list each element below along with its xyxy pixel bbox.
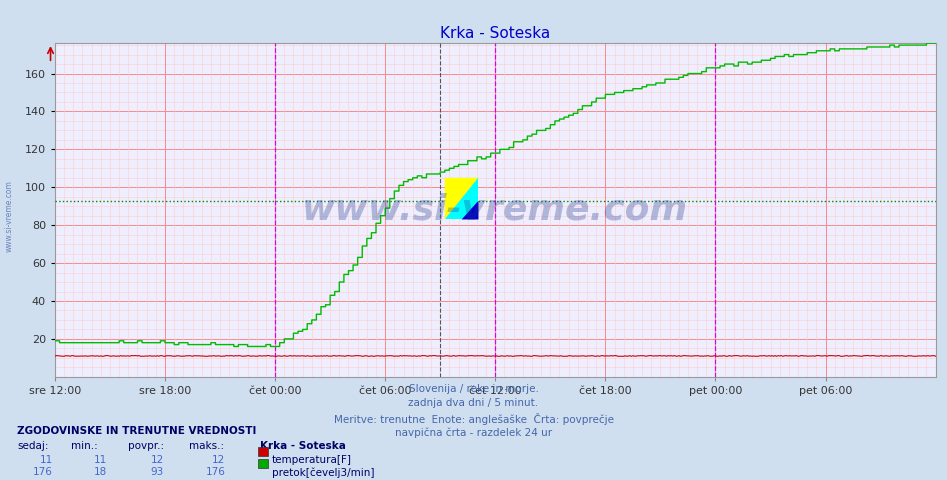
Text: 11: 11 (94, 455, 107, 465)
Text: 12: 12 (151, 455, 164, 465)
Polygon shape (445, 178, 478, 219)
Text: www.si-vreme.com: www.si-vreme.com (302, 193, 688, 227)
Polygon shape (445, 178, 478, 219)
Text: sedaj:: sedaj: (17, 441, 48, 451)
Polygon shape (461, 201, 478, 219)
Text: povpr.:: povpr.: (128, 441, 164, 451)
Text: 176: 176 (33, 467, 53, 477)
Text: 12: 12 (212, 455, 225, 465)
Text: temperatura[F]: temperatura[F] (272, 455, 351, 465)
Text: ZGODOVINSKE IN TRENUTNE VREDNOSTI: ZGODOVINSKE IN TRENUTNE VREDNOSTI (17, 426, 257, 436)
Text: 93: 93 (151, 467, 164, 477)
Text: www.si-vreme.com: www.si-vreme.com (5, 180, 14, 252)
Text: Meritve: trenutne  Enote: anglešaške  Črta: povprečje: Meritve: trenutne Enote: anglešaške Črta… (333, 413, 614, 425)
Text: Slovenija / reke in morje.: Slovenija / reke in morje. (408, 384, 539, 394)
Text: min.:: min.: (71, 441, 98, 451)
Text: maks.:: maks.: (189, 441, 224, 451)
Text: 18: 18 (94, 467, 107, 477)
Text: 176: 176 (205, 467, 225, 477)
Text: pretok[čevelj3/min]: pretok[čevelj3/min] (272, 467, 374, 478)
Text: 11: 11 (40, 455, 53, 465)
Text: zadnja dva dni / 5 minut.: zadnja dva dni / 5 minut. (408, 398, 539, 408)
Text: Krka - Soteska: Krka - Soteska (260, 441, 347, 451)
Text: navpična črta - razdelek 24 ur: navpična črta - razdelek 24 ur (395, 427, 552, 438)
Title: Krka - Soteska: Krka - Soteska (440, 25, 550, 41)
